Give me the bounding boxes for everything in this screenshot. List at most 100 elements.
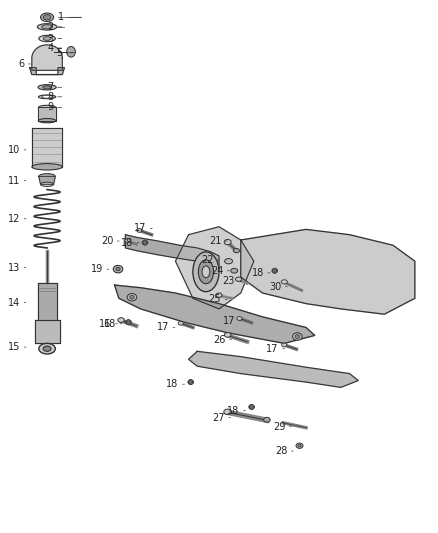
Text: 16: 16 [99, 319, 112, 329]
Ellipse shape [118, 318, 124, 322]
Text: 12: 12 [8, 214, 20, 224]
Ellipse shape [32, 164, 62, 170]
Ellipse shape [249, 405, 254, 409]
Circle shape [272, 268, 277, 273]
Ellipse shape [193, 252, 219, 292]
Ellipse shape [130, 295, 134, 299]
Text: 24: 24 [211, 266, 223, 276]
Text: 6: 6 [18, 59, 25, 69]
Text: 1: 1 [58, 12, 64, 22]
Ellipse shape [298, 445, 301, 447]
Text: 9: 9 [47, 102, 53, 112]
Circle shape [250, 405, 254, 410]
Text: 10: 10 [8, 145, 20, 155]
Ellipse shape [39, 106, 56, 110]
Ellipse shape [38, 85, 56, 90]
Ellipse shape [224, 239, 231, 245]
Ellipse shape [126, 320, 131, 324]
Text: 28: 28 [275, 446, 287, 456]
Text: 17: 17 [156, 322, 169, 333]
Text: 17: 17 [266, 344, 279, 354]
Text: 19: 19 [91, 264, 103, 274]
Text: 22: 22 [201, 255, 213, 265]
Text: 18: 18 [251, 268, 264, 278]
Ellipse shape [198, 260, 214, 284]
Ellipse shape [42, 25, 53, 29]
Polygon shape [125, 235, 219, 268]
Text: 21: 21 [209, 236, 221, 246]
Polygon shape [32, 127, 62, 167]
Ellipse shape [282, 343, 287, 347]
Circle shape [126, 319, 131, 325]
Text: 25: 25 [208, 294, 221, 304]
Ellipse shape [43, 14, 51, 20]
Ellipse shape [233, 248, 240, 253]
Text: 7: 7 [47, 82, 53, 92]
Ellipse shape [39, 35, 55, 42]
Polygon shape [188, 351, 358, 387]
Text: 17: 17 [134, 223, 146, 233]
Ellipse shape [41, 13, 53, 21]
Ellipse shape [293, 333, 302, 340]
Ellipse shape [225, 259, 233, 264]
Ellipse shape [127, 294, 137, 301]
Text: 4: 4 [47, 43, 53, 53]
Polygon shape [30, 68, 64, 75]
Text: 23: 23 [223, 276, 235, 286]
Circle shape [67, 46, 75, 57]
Ellipse shape [43, 346, 51, 351]
Ellipse shape [296, 443, 303, 448]
Ellipse shape [237, 317, 242, 320]
Polygon shape [176, 227, 254, 309]
Ellipse shape [236, 277, 242, 281]
Text: 15: 15 [8, 342, 20, 352]
Ellipse shape [295, 335, 300, 338]
Ellipse shape [224, 333, 231, 337]
Ellipse shape [224, 409, 232, 415]
Text: 29: 29 [273, 422, 286, 432]
Ellipse shape [39, 174, 55, 179]
Polygon shape [32, 45, 62, 70]
Text: 17: 17 [223, 316, 235, 326]
Polygon shape [241, 229, 415, 314]
Ellipse shape [39, 343, 55, 354]
Ellipse shape [43, 56, 51, 60]
Ellipse shape [188, 380, 194, 384]
Polygon shape [39, 176, 55, 184]
Polygon shape [35, 319, 60, 343]
Ellipse shape [39, 118, 56, 123]
Text: 5: 5 [56, 48, 62, 58]
Text: 27: 27 [212, 413, 225, 423]
Circle shape [188, 379, 193, 385]
Polygon shape [38, 284, 57, 319]
Polygon shape [39, 108, 56, 120]
Ellipse shape [216, 293, 222, 297]
Text: 20: 20 [101, 236, 113, 246]
Ellipse shape [37, 23, 57, 30]
Ellipse shape [142, 240, 148, 245]
Text: 14: 14 [8, 297, 20, 308]
Ellipse shape [137, 229, 142, 232]
Polygon shape [115, 285, 315, 343]
Text: 13: 13 [8, 263, 20, 272]
Ellipse shape [281, 280, 287, 284]
Ellipse shape [42, 95, 53, 98]
Ellipse shape [43, 37, 51, 41]
Text: 3: 3 [47, 34, 53, 44]
Ellipse shape [38, 46, 56, 50]
Ellipse shape [39, 95, 56, 99]
Ellipse shape [125, 239, 130, 243]
Circle shape [143, 240, 147, 245]
Text: 18: 18 [104, 319, 116, 329]
Text: 18: 18 [121, 238, 133, 248]
Ellipse shape [178, 321, 184, 325]
Ellipse shape [43, 86, 51, 89]
Ellipse shape [202, 266, 210, 278]
Text: 8: 8 [47, 92, 53, 102]
Ellipse shape [231, 268, 238, 273]
Ellipse shape [272, 269, 278, 273]
Text: 18: 18 [166, 379, 179, 389]
Text: 18: 18 [227, 406, 240, 416]
Text: 2: 2 [47, 22, 53, 32]
Text: 26: 26 [213, 335, 226, 345]
